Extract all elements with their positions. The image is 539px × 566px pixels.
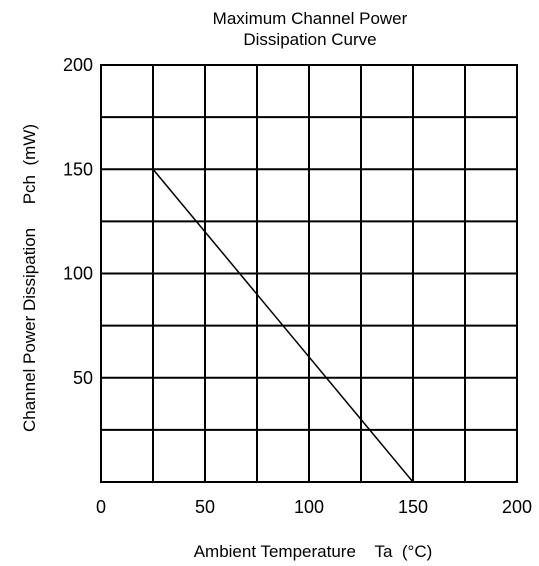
chart-title-line-1: Maximum Channel Power <box>213 9 408 28</box>
x-tick-labels: 0 50 100 150 200 <box>96 497 532 517</box>
y-tick-label: 50 <box>73 368 93 388</box>
y-tick-label: 150 <box>63 159 93 179</box>
x-tick-label: 200 <box>502 497 532 517</box>
grid-lines <box>101 65 517 482</box>
x-tick-label: 0 <box>96 497 106 517</box>
series-layer <box>152 168 414 483</box>
x-tick-label: 100 <box>294 497 324 517</box>
x-tick-label: 50 <box>195 497 215 517</box>
y-axis-label: Channel Power Dissipation Pch (mW) <box>20 124 39 432</box>
series-line-0 <box>152 168 414 483</box>
y-tick-labels: 50 100 150 200 <box>63 55 93 388</box>
y-tick-label: 200 <box>63 55 93 75</box>
y-tick-label: 100 <box>63 264 93 284</box>
plot-frame <box>100 64 518 483</box>
chart-title-line-2: Dissipation Curve <box>243 30 376 49</box>
x-axis-label: Ambient Temperature Ta (°C) <box>194 542 433 561</box>
x-tick-label: 150 <box>398 497 428 517</box>
